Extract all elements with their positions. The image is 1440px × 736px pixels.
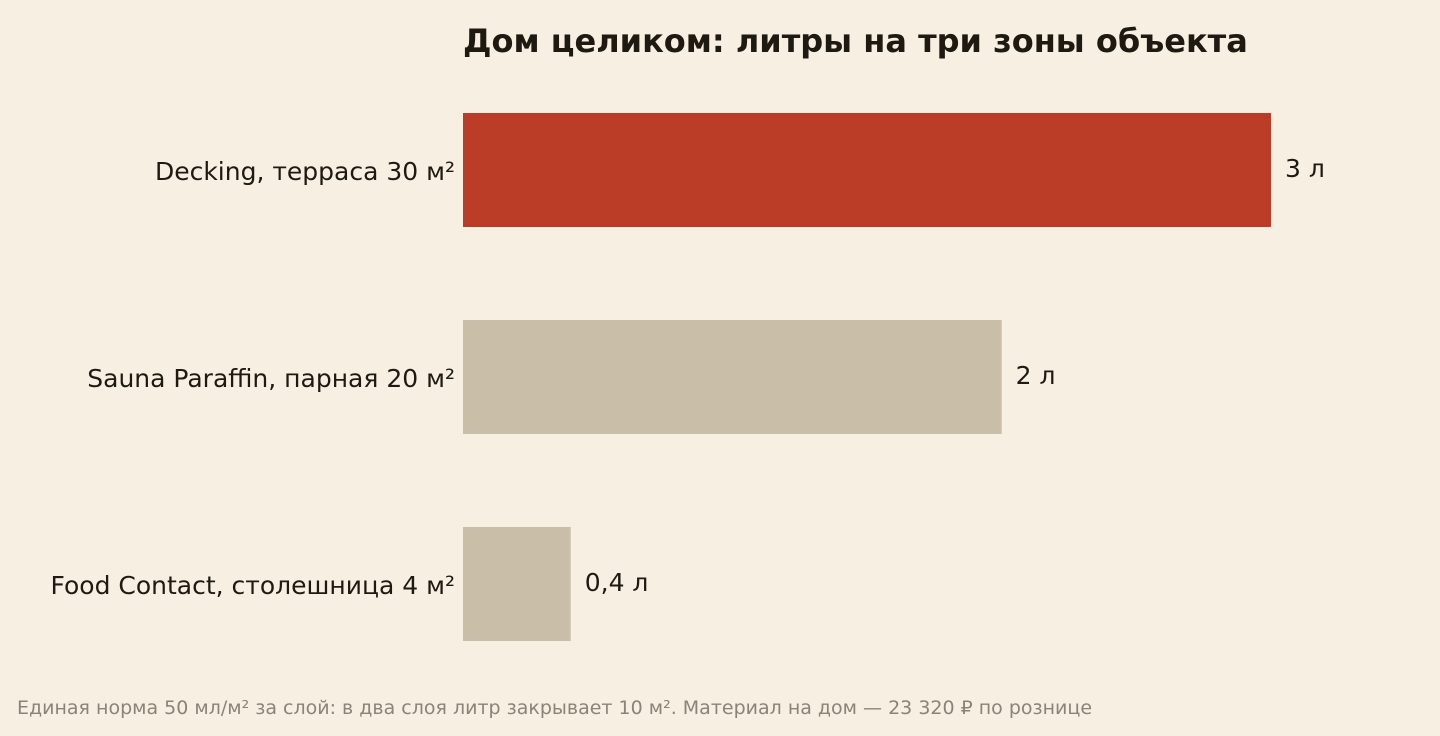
bar	[463, 113, 1271, 227]
chart-title: Дом целиком: литры на три зоны объекта	[463, 22, 1248, 60]
value-label: 3 л	[1285, 154, 1325, 183]
value-label: 0,4 л	[585, 568, 649, 597]
category-label: Sauna Paraffin, парная 20 м²	[87, 364, 455, 393]
category-label: Decking, терраса 30 м²	[155, 157, 455, 186]
category-label: Food Contact, столешница 4 м²	[50, 571, 455, 600]
bar	[463, 527, 571, 641]
bar	[463, 320, 1002, 434]
footnote: Единая норма 50 мл/м² за слой: в два сло…	[17, 697, 1092, 719]
value-label: 2 л	[1016, 361, 1056, 390]
bars-group: Decking, терраса 30 м² 3 л Sauna Paraffin,…	[50, 113, 1325, 641]
